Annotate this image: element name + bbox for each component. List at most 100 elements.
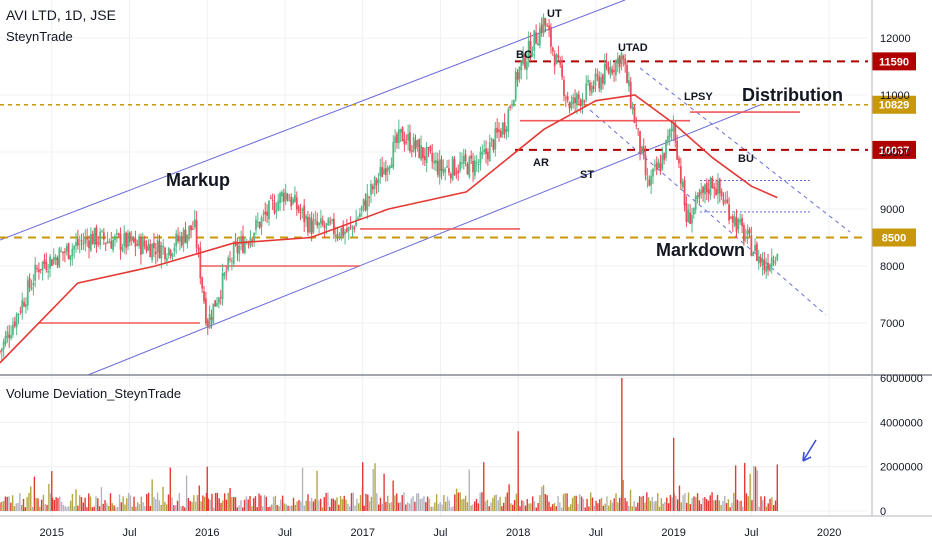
volume-bar <box>376 493 378 511</box>
candle-body <box>331 219 333 221</box>
candle-body <box>329 221 332 223</box>
volume-bar <box>492 497 494 511</box>
candle-body <box>566 96 569 101</box>
candle-body <box>305 215 307 220</box>
volume-bar <box>209 499 211 511</box>
volume-bar <box>347 503 349 511</box>
volume-bar <box>341 499 344 511</box>
candle-body <box>529 40 532 58</box>
volume-bar <box>352 492 354 511</box>
volume-bar <box>638 496 641 511</box>
ema-line <box>0 94 778 364</box>
candle-body <box>216 303 218 307</box>
volume-bar <box>218 498 220 511</box>
candle-body <box>498 129 500 132</box>
volume-bar <box>624 497 626 511</box>
candle-body <box>17 313 20 315</box>
candle-body <box>772 260 775 262</box>
volume-bar <box>100 487 103 511</box>
candle-body <box>496 127 499 133</box>
volume-bar <box>122 496 124 511</box>
volume-bar <box>1 501 3 511</box>
candle-body <box>700 189 703 195</box>
volume-bar <box>486 499 489 511</box>
volume-bar <box>495 494 498 511</box>
candle-body <box>705 182 708 193</box>
candle-body <box>694 195 697 210</box>
price-level-label: 8500 <box>882 233 906 245</box>
price-tick-label: 11000 <box>880 90 910 102</box>
candle-body <box>186 234 189 244</box>
volume-bar <box>671 497 673 511</box>
candle-body <box>583 100 586 102</box>
volume-bar <box>62 504 65 511</box>
candle-body <box>80 240 83 242</box>
candle-body <box>631 106 634 110</box>
annotation-bu: BU <box>738 153 754 165</box>
candle-body <box>114 236 116 241</box>
volume-bar <box>754 466 757 511</box>
volume-bar <box>515 493 518 511</box>
candle-body <box>538 27 541 46</box>
candle-body <box>626 64 628 84</box>
volume-bar <box>432 506 434 511</box>
volume-bar <box>588 506 590 511</box>
volume-bar <box>589 492 592 511</box>
volume-bar <box>129 495 132 511</box>
candle-body <box>505 129 508 132</box>
volume-bar <box>506 492 509 511</box>
candle-body <box>748 229 751 234</box>
candle-body <box>377 178 380 183</box>
volume-bar <box>531 496 534 511</box>
volume-bar <box>171 497 173 511</box>
candle-body <box>73 245 76 250</box>
candle-body <box>271 200 274 202</box>
candle-body <box>230 260 233 262</box>
candle-body <box>589 82 591 91</box>
candle-body <box>574 97 576 104</box>
volume-bar <box>513 500 516 511</box>
candle-body <box>679 166 682 184</box>
candle-body <box>520 61 523 71</box>
volume-bar <box>760 496 762 511</box>
candle-body <box>32 283 35 286</box>
candle-body <box>681 181 684 187</box>
volume-bar <box>633 500 635 511</box>
volume-bar <box>454 494 456 511</box>
candle-body <box>290 196 293 207</box>
candle-body <box>640 146 643 154</box>
volume-bar <box>521 500 523 511</box>
volume-bar <box>135 506 137 511</box>
volume-bar <box>445 501 447 511</box>
volume-bar <box>397 502 400 511</box>
volume-bar <box>88 493 90 511</box>
annotation-st: ST <box>580 169 594 181</box>
candle-body <box>666 135 669 142</box>
volume-bar <box>573 495 576 511</box>
volume-bar <box>736 499 739 511</box>
candle-body <box>117 233 120 236</box>
candle-body <box>717 180 719 195</box>
volume-bar <box>229 488 231 511</box>
annotation-markup: Markup <box>166 170 230 190</box>
candle-body <box>457 170 460 173</box>
volume-bar <box>604 503 606 511</box>
candle-body <box>533 30 536 51</box>
candle-body <box>579 99 582 107</box>
candle-body <box>702 186 704 193</box>
volume-bar <box>240 500 242 511</box>
volume-bar <box>307 494 309 511</box>
candle-body <box>145 246 148 252</box>
candle-body <box>707 189 710 194</box>
candle-body <box>373 176 376 189</box>
volume-bar <box>368 501 371 511</box>
candle-body <box>43 259 46 264</box>
volume-bar <box>260 495 262 511</box>
volume-bar <box>359 495 362 511</box>
candle-body <box>759 257 762 263</box>
candle-body <box>236 243 239 253</box>
volume-bar <box>678 485 681 511</box>
volume-bar <box>184 507 186 511</box>
candle-body <box>728 204 730 221</box>
volume-bar <box>95 496 97 511</box>
